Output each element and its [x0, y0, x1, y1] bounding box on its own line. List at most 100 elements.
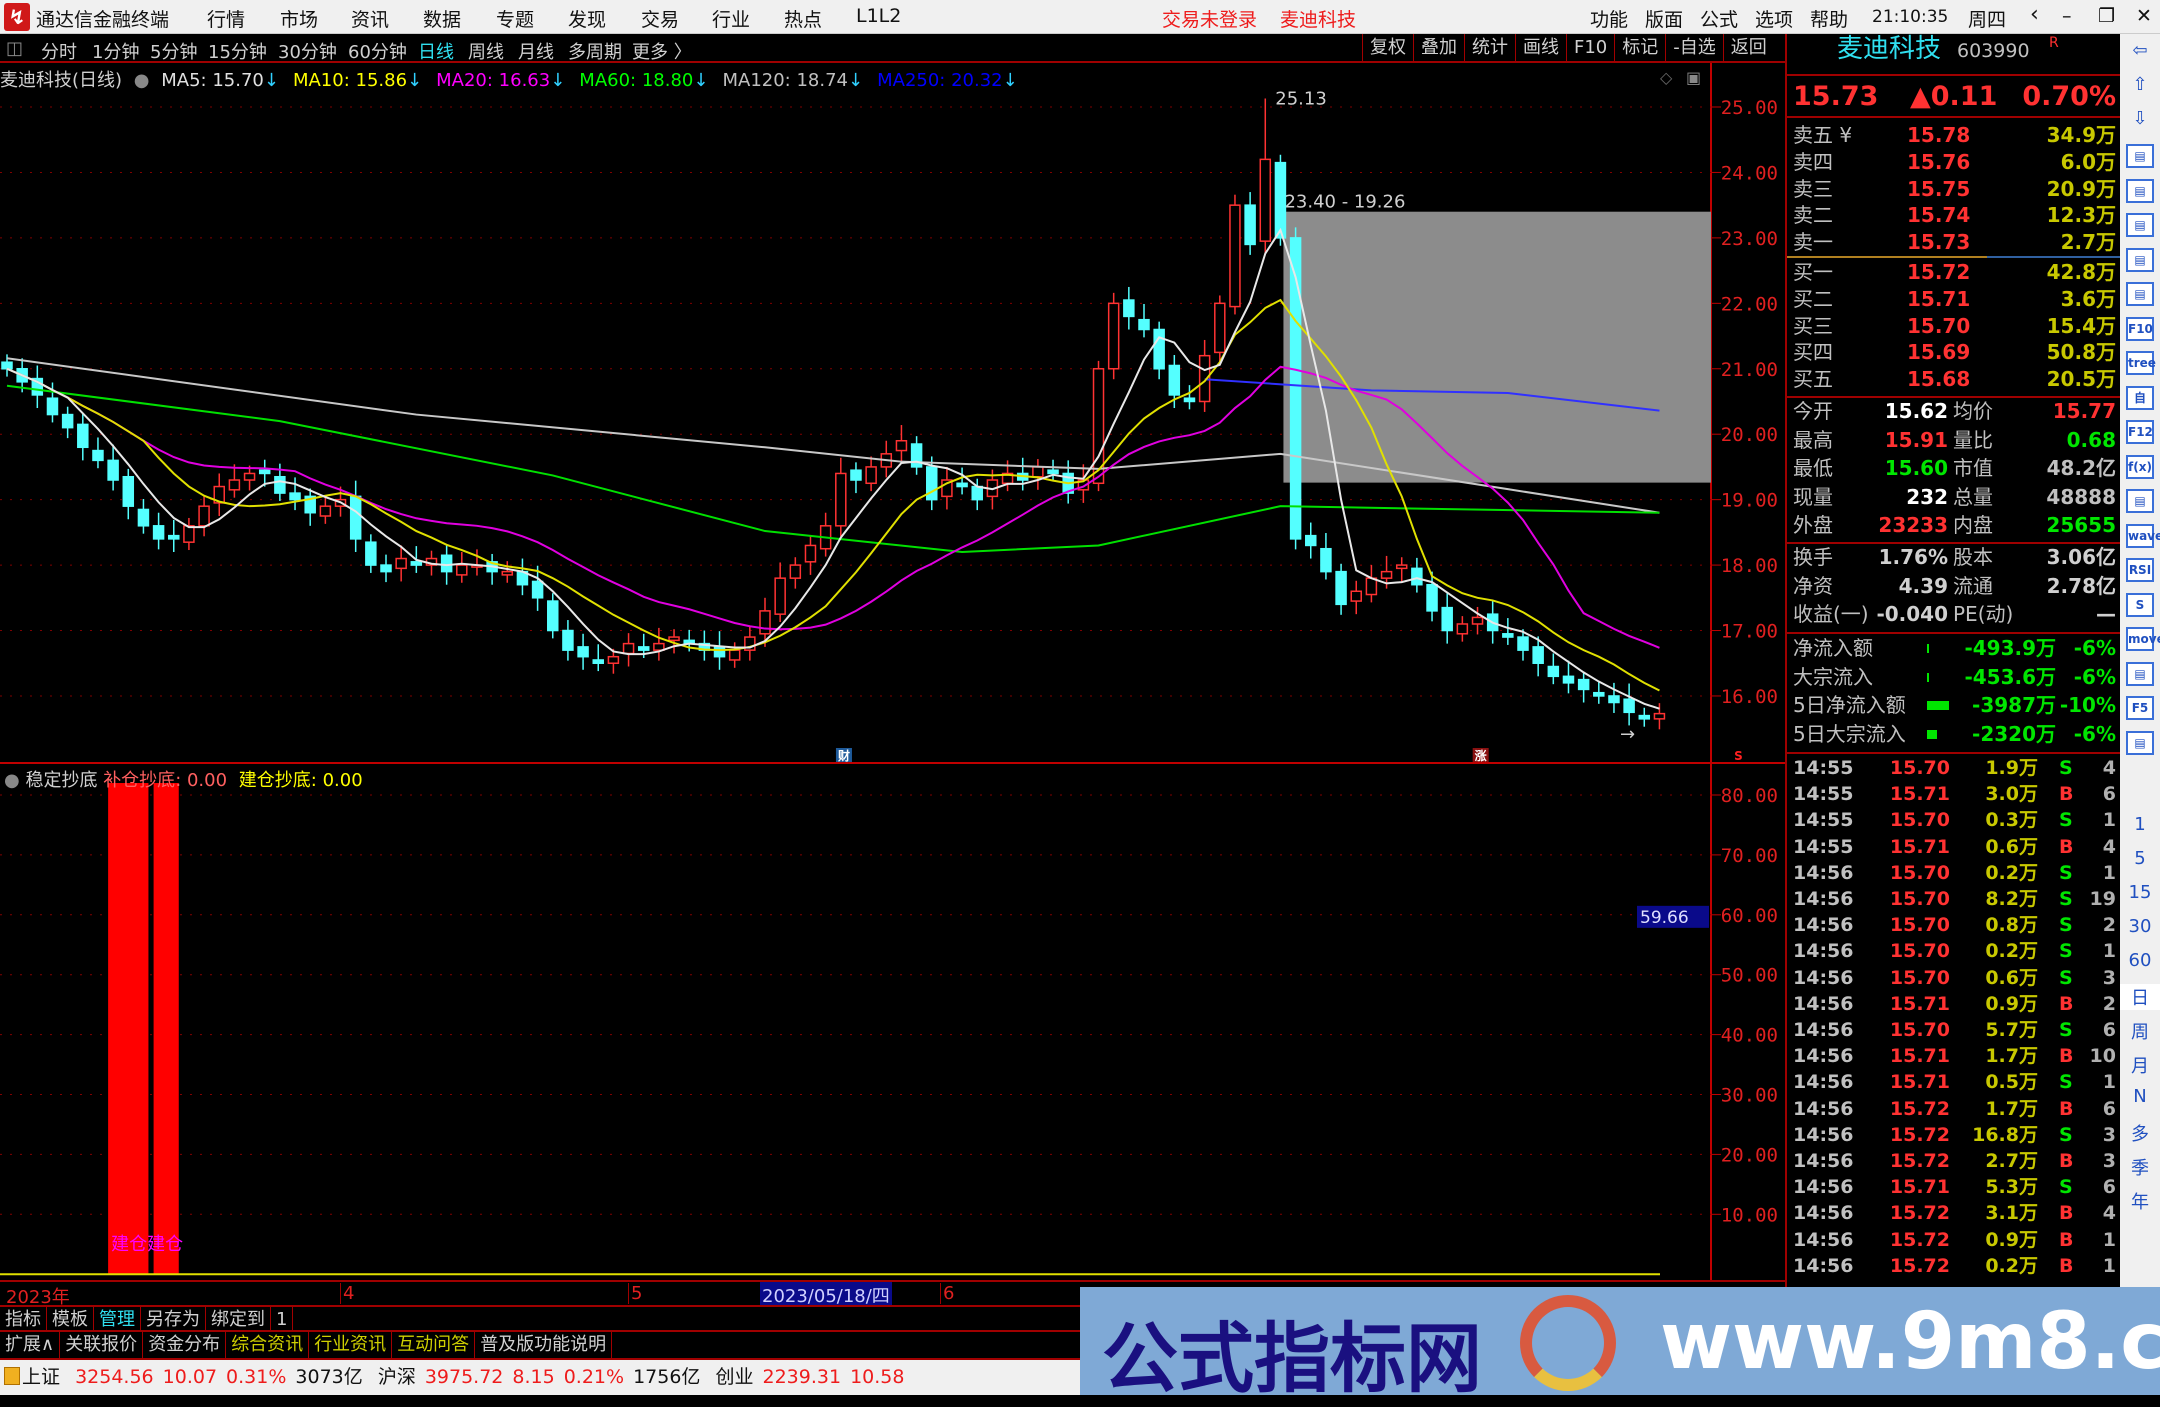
close-icon[interactable]: ✕ [2136, 5, 2152, 27]
event-marker[interactable]: 涨 [1472, 748, 1489, 763]
tab-industry-news[interactable]: 行业资讯 [309, 1332, 393, 1358]
s-icon[interactable]: S [2126, 592, 2154, 617]
period-multi[interactable]: 多周期 [568, 42, 622, 63]
return-button[interactable]: 返回 [1722, 34, 1774, 61]
strip-period-10[interactable]: 季 [2131, 1158, 2149, 1179]
tab-expand[interactable]: 扩展∧ [0, 1332, 61, 1358]
up-arrow-icon[interactable]: ⇧ [2132, 74, 2148, 95]
quote-list-icon[interactable]: ▤ [2126, 144, 2154, 168]
period-monthly[interactable]: 月线 [518, 42, 554, 63]
price-range-box[interactable] [1283, 211, 1711, 483]
strip-period-3[interactable]: 30 [2128, 916, 2152, 937]
menu-hangqing[interactable]: 行情 [207, 9, 246, 31]
menu-faxian[interactable]: 发现 [568, 9, 607, 31]
f12-icon[interactable]: F12 [2126, 420, 2154, 444]
pencil-icon[interactable]: ▤ [2126, 661, 2154, 686]
strip-period-5[interactable]: 日 [2120, 984, 2160, 1010]
menu-xuanxiang[interactable]: 选项 [1755, 9, 1794, 31]
tab-save-as[interactable]: 另存为 [141, 1307, 206, 1330]
candle-chart-icon[interactable]: ▤ [2126, 247, 2154, 272]
period-30min[interactable]: 30分钟 [278, 42, 337, 63]
menu-redian[interactable]: 热点 [784, 9, 823, 31]
mark-button[interactable]: 标记 [1614, 34, 1665, 61]
draw-button[interactable]: 画线 [1515, 34, 1566, 61]
diamond-icon[interactable]: ◇ [1660, 68, 1673, 87]
wave-icon[interactable]: wave [2126, 523, 2160, 548]
down-arrow-icon[interactable]: ⇩ [2132, 108, 2148, 129]
remove-watchlist-button[interactable]: -自选 [1665, 34, 1723, 61]
strip-period-6[interactable]: 周 [2131, 1022, 2149, 1043]
circle-icon[interactable]: ▤ [2126, 489, 2154, 513]
tab-qa[interactable]: 互动问答 [392, 1332, 476, 1358]
period-weekly[interactable]: 周线 [468, 42, 504, 63]
series-bucang-name: 补仓抄底 [103, 770, 176, 791]
fuquan-button[interactable]: 复权 [1362, 34, 1413, 61]
status-icon[interactable] [4, 1367, 20, 1385]
kline-chart[interactable]: 25.00 24.00 23.00 22.00 21.00 20.00 19.00 18.00… [0, 63, 1785, 1280]
minimize-icon[interactable]: – [2062, 5, 2072, 27]
overlay-button[interactable]: 叠加 [1413, 34, 1464, 61]
period-fenshi[interactable]: 分时 [41, 42, 77, 63]
indicator-toggle-icon[interactable]: ● [4, 770, 20, 791]
tab-indicator[interactable]: 指标 [0, 1307, 47, 1330]
period-1min[interactable]: 1分钟 [92, 42, 140, 63]
line-chart-icon[interactable]: ▤ [2126, 213, 2154, 237]
multi-column-icon[interactable]: ▤ [2126, 178, 2154, 203]
period-15min[interactable]: 15分钟 [208, 42, 267, 63]
menu-shichang[interactable]: 市场 [280, 9, 319, 31]
strip-period-9[interactable]: 多 [2131, 1124, 2149, 1145]
tab-count[interactable]: 1 [271, 1307, 294, 1330]
tab-feature-guide[interactable]: 普及版功能说明 [475, 1332, 613, 1358]
strip-period-0[interactable]: 1 [2134, 814, 2146, 835]
period-more[interactable]: 更多 〉 [632, 42, 692, 63]
menu-bangzhu[interactable]: 帮助 [1810, 9, 1849, 31]
menu-banmian[interactable]: 版面 [1645, 9, 1684, 31]
menu-l1l2[interactable]: L1L2 [856, 5, 902, 27]
menu-shuju[interactable]: 数据 [423, 9, 462, 31]
strip-period-2[interactable]: 15 [2128, 882, 2152, 903]
event-marker[interactable]: S [1730, 748, 1746, 763]
refresh-icon[interactable]: ▤ [2126, 730, 2154, 755]
period-daily[interactable]: 日线 [418, 42, 454, 63]
menu-zhuanti[interactable]: 专题 [496, 9, 535, 31]
menu-gongneng[interactable]: 功能 [1590, 9, 1629, 31]
tab-fund-distribution[interactable]: 资金分布 [143, 1332, 227, 1358]
tab-template[interactable]: 模板 [47, 1307, 94, 1330]
--icon[interactable]: 自 [2126, 385, 2154, 410]
stats-button[interactable]: 统计 [1464, 34, 1515, 61]
legend-toggle-icon[interactable]: ● [133, 70, 150, 91]
menu-zixun[interactable]: 资讯 [351, 9, 390, 31]
f10-icon[interactable]: F10 [2126, 316, 2154, 341]
period-60min[interactable]: 60分钟 [348, 42, 407, 63]
login-status[interactable]: 交易未登录 [1162, 9, 1258, 31]
rsi-icon[interactable]: RSI [2126, 558, 2154, 582]
tree-icon[interactable]: tree [2126, 351, 2156, 375]
info-list-icon[interactable]: ▤ [2126, 282, 2154, 306]
menu-jiaoyi[interactable]: 交易 [641, 9, 680, 31]
tab-manage[interactable]: 管理 [94, 1307, 141, 1330]
f5-icon[interactable]: F5 [2126, 696, 2154, 720]
back-arrow-icon[interactable]: ⇦ [2132, 40, 2148, 61]
event-marker[interactable]: 财 [835, 748, 852, 763]
strip-period-7[interactable]: 月 [2131, 1056, 2149, 1077]
hs-label[interactable]: 沪深 [377, 1366, 416, 1388]
strip-period-11[interactable]: 年 [2131, 1192, 2149, 1213]
strip-period-8[interactable]: N [2133, 1086, 2147, 1107]
strip-period-1[interactable]: 5 [2134, 848, 2146, 869]
f10-button[interactable]: F10 [1566, 34, 1614, 61]
sh-label[interactable]: 上证 [22, 1366, 61, 1388]
move-icon[interactable]: move [2126, 627, 2160, 651]
back-icon[interactable]: ‹ [2030, 2, 2039, 27]
panel-toggle-icon[interactable]: ◫ [6, 38, 24, 59]
restore-icon[interactable]: ❐ [2098, 5, 2116, 27]
f-x--icon[interactable]: f(x) [2126, 454, 2154, 479]
tab-bind-to[interactable]: 绑定到 [206, 1307, 271, 1330]
tab-related-quotes[interactable]: 关联报价 [60, 1332, 144, 1358]
strip-period-4[interactable]: 60 [2128, 950, 2152, 971]
menu-hangye[interactable]: 行业 [712, 9, 751, 31]
tab-general-news[interactable]: 综合资讯 [226, 1332, 310, 1358]
menu-gongshi[interactable]: 公式 [1700, 9, 1739, 31]
panel-switch-icon[interactable]: ▣ [1686, 68, 1702, 87]
period-5min[interactable]: 5分钟 [150, 42, 198, 63]
cy-label[interactable]: 创业 [715, 1366, 754, 1388]
